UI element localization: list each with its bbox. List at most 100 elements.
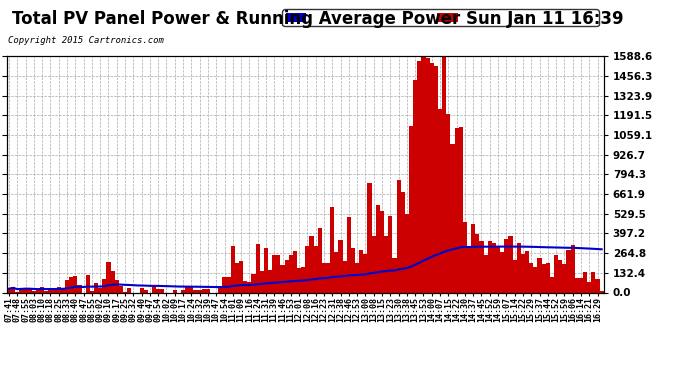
Bar — [264, 248, 268, 292]
Bar — [351, 248, 355, 292]
Bar — [40, 287, 44, 292]
Bar — [368, 183, 372, 292]
Bar — [288, 255, 293, 292]
Bar — [230, 246, 235, 292]
Bar — [405, 214, 409, 292]
Bar — [430, 63, 434, 292]
Bar — [467, 247, 471, 292]
Bar — [28, 289, 32, 292]
Bar — [268, 270, 272, 292]
Bar — [566, 250, 571, 292]
Bar — [115, 280, 119, 292]
Bar — [272, 255, 276, 292]
Bar — [32, 291, 36, 292]
Bar — [239, 261, 243, 292]
Bar — [201, 289, 206, 292]
Bar — [591, 272, 595, 292]
Bar — [98, 288, 102, 292]
Bar — [422, 56, 426, 292]
Bar — [156, 289, 160, 292]
Bar — [492, 243, 496, 292]
Bar — [376, 205, 380, 292]
Bar — [102, 279, 106, 292]
Bar — [206, 290, 210, 292]
Bar — [172, 290, 177, 292]
Bar — [546, 263, 550, 292]
Bar — [284, 260, 288, 292]
Bar — [550, 277, 554, 292]
Bar — [504, 239, 509, 292]
Bar — [251, 274, 255, 292]
Bar — [36, 291, 40, 292]
Bar — [61, 288, 65, 292]
Legend: Average  (DC Watts), PV Panels  (DC Watts): Average (DC Watts), PV Panels (DC Watts) — [282, 9, 598, 26]
Bar — [222, 278, 226, 292]
Bar — [301, 267, 305, 292]
Bar — [226, 278, 230, 292]
Bar — [77, 285, 81, 292]
Bar — [23, 288, 28, 292]
Bar — [127, 288, 131, 292]
Bar — [401, 192, 405, 292]
Bar — [310, 237, 314, 292]
Bar — [247, 282, 251, 292]
Bar — [413, 80, 417, 292]
Bar — [65, 280, 69, 292]
Bar — [409, 126, 413, 292]
Bar — [314, 246, 318, 292]
Bar — [529, 263, 533, 292]
Bar — [355, 263, 359, 292]
Bar — [575, 279, 579, 292]
Bar — [243, 281, 247, 292]
Bar — [86, 275, 90, 292]
Bar — [280, 265, 284, 292]
Bar — [259, 271, 264, 292]
Bar — [484, 255, 488, 292]
Bar — [255, 244, 259, 292]
Bar — [94, 283, 98, 292]
Bar — [558, 260, 562, 292]
Bar — [197, 290, 201, 292]
Bar — [359, 250, 364, 292]
Bar — [189, 286, 193, 292]
Bar — [318, 228, 322, 292]
Bar — [542, 264, 546, 292]
Bar — [160, 288, 164, 292]
Bar — [339, 240, 343, 292]
Bar — [554, 255, 558, 292]
Bar — [579, 278, 583, 292]
Bar — [393, 258, 397, 292]
Bar — [69, 278, 73, 292]
Bar — [538, 258, 542, 292]
Bar — [11, 287, 15, 292]
Bar — [595, 279, 600, 292]
Bar — [57, 287, 61, 292]
Bar — [185, 288, 189, 292]
Bar — [343, 261, 347, 292]
Bar — [7, 289, 11, 292]
Bar — [335, 252, 339, 292]
Bar — [322, 264, 326, 292]
Bar — [521, 254, 525, 292]
Bar — [388, 216, 393, 292]
Bar — [397, 180, 401, 292]
Bar — [44, 291, 48, 292]
Bar — [90, 291, 94, 292]
Bar — [347, 217, 351, 292]
Bar — [110, 271, 115, 292]
Bar — [471, 224, 475, 292]
Bar — [434, 66, 438, 292]
Bar — [480, 241, 484, 292]
Bar — [384, 236, 388, 292]
Bar — [19, 288, 23, 292]
Bar — [119, 286, 123, 292]
Bar — [509, 236, 513, 292]
Bar — [144, 290, 148, 292]
Bar — [496, 247, 500, 292]
Bar — [152, 285, 156, 292]
Bar — [293, 251, 297, 292]
Bar — [438, 109, 442, 292]
Bar — [600, 291, 604, 292]
Bar — [426, 57, 430, 292]
Bar — [218, 286, 222, 292]
